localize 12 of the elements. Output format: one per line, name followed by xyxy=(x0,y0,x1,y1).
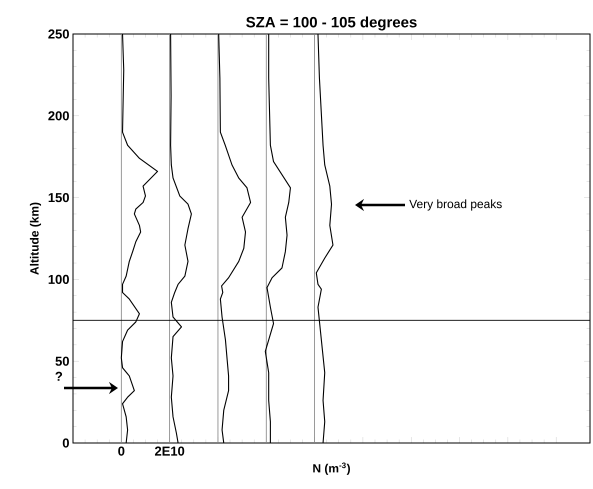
chart-title: SZA = 100 - 105 degrees xyxy=(246,16,417,30)
y-axis-title: Altitude (km) xyxy=(30,202,42,275)
annotation: Very broad peaks xyxy=(409,199,502,211)
y-tick-label: 0 xyxy=(62,438,69,448)
y-tick-label: 200 xyxy=(48,111,69,120)
y-tick-label: 50 xyxy=(55,356,69,366)
x-tick-label: 2E10 xyxy=(154,446,184,456)
y-tick-label: 150 xyxy=(48,193,69,202)
y-tick-label: 100 xyxy=(48,274,69,284)
text: ? xyxy=(55,372,62,381)
x-axis-title: N (m$^{-3}$) xyxy=(313,462,350,475)
y-tick-label: 250 xyxy=(48,29,69,39)
